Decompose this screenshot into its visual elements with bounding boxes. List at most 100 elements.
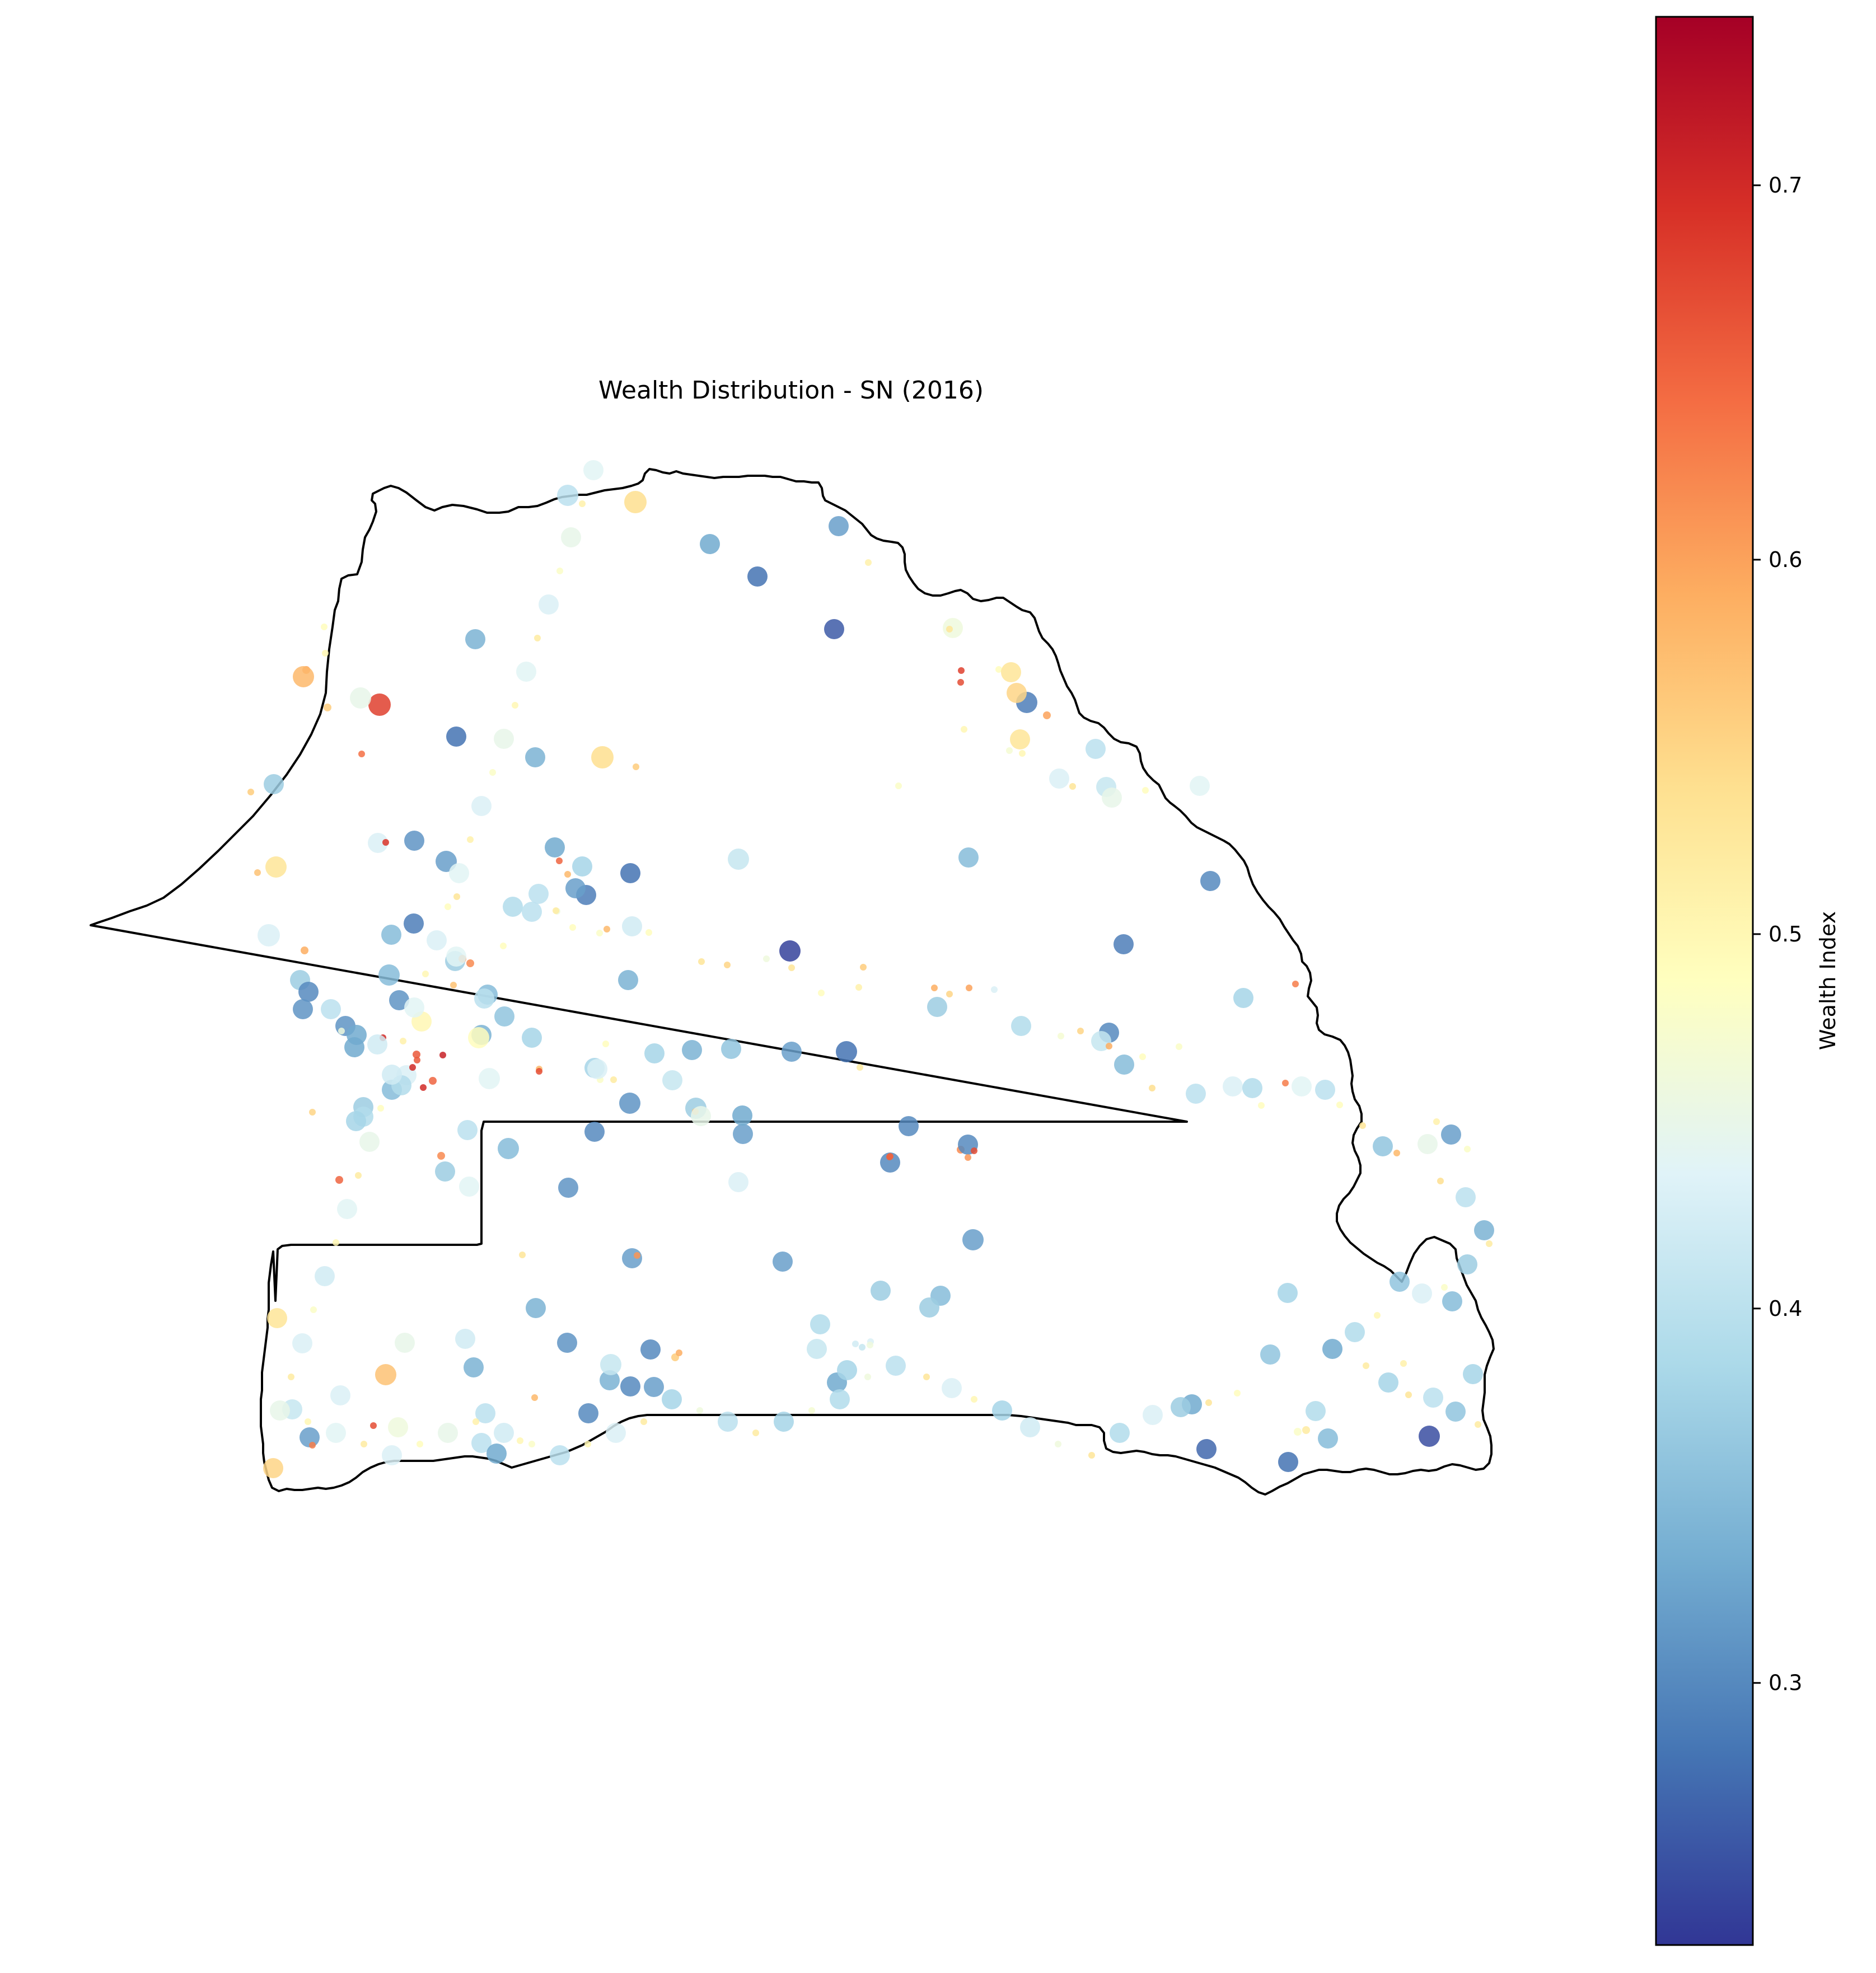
wealth-point bbox=[1142, 787, 1149, 794]
wealth-point bbox=[300, 1427, 320, 1447]
wealth-point bbox=[333, 1239, 339, 1246]
wealth-point bbox=[457, 1120, 478, 1140]
wealth-point bbox=[860, 964, 867, 971]
wealth-point bbox=[468, 1027, 489, 1048]
wealth-point bbox=[1322, 1339, 1342, 1359]
wealth-point bbox=[808, 1407, 815, 1414]
wealth-point bbox=[1437, 1178, 1444, 1184]
wealth-point bbox=[344, 1037, 364, 1057]
wealth-point bbox=[1110, 1423, 1130, 1443]
wealth-point bbox=[435, 1161, 455, 1182]
wealth-point bbox=[733, 1124, 753, 1144]
wealth-point bbox=[545, 837, 565, 857]
wealth-point bbox=[830, 1389, 850, 1409]
wealth-point bbox=[942, 1378, 962, 1398]
wealth-point bbox=[453, 893, 460, 900]
wealth-point bbox=[382, 1445, 402, 1465]
wealth-point bbox=[1441, 1124, 1461, 1145]
wealth-point bbox=[587, 1059, 607, 1079]
wealth-point bbox=[682, 1040, 702, 1060]
wealth-point bbox=[1412, 1283, 1432, 1304]
wealth-point bbox=[310, 1306, 317, 1313]
wealth-point bbox=[971, 1396, 977, 1403]
wealth-point bbox=[1258, 1102, 1265, 1109]
wealth-point bbox=[404, 831, 424, 851]
wealth-point bbox=[1077, 1028, 1084, 1034]
wealth-point bbox=[1139, 1053, 1146, 1060]
wealth-point bbox=[557, 485, 578, 506]
wealth-point bbox=[525, 747, 545, 767]
wealth-point bbox=[337, 1199, 357, 1219]
wealth-point bbox=[591, 746, 614, 768]
wealth-point bbox=[1234, 1390, 1241, 1396]
wealth-point bbox=[782, 1042, 802, 1062]
wealth-point bbox=[662, 1389, 682, 1409]
wealth-point bbox=[859, 1344, 866, 1351]
wealth-point bbox=[958, 847, 979, 868]
wealth-point bbox=[1292, 981, 1299, 987]
wealth-point bbox=[1020, 1417, 1040, 1437]
wealth-point bbox=[1442, 1291, 1462, 1311]
wealth-point bbox=[600, 1370, 620, 1390]
wealth-point bbox=[1223, 1076, 1243, 1096]
wealth-point bbox=[1176, 1043, 1182, 1050]
wealth-point bbox=[471, 796, 492, 816]
wealth-point bbox=[569, 924, 576, 931]
wealth-point bbox=[867, 1342, 873, 1348]
wealth-point bbox=[326, 1423, 346, 1443]
wealth-point bbox=[298, 982, 319, 1002]
wealth-point bbox=[437, 1152, 445, 1160]
wealth-point bbox=[957, 679, 964, 686]
wealth-point bbox=[992, 1400, 1012, 1421]
wealth-point bbox=[370, 1422, 377, 1429]
wealth-points bbox=[247, 460, 1494, 1478]
wealth-point bbox=[471, 1433, 492, 1453]
wealth-point bbox=[1292, 1076, 1312, 1096]
wealth-point bbox=[1233, 988, 1253, 1008]
wealth-point bbox=[1336, 1102, 1343, 1108]
wealth-point bbox=[1043, 711, 1051, 719]
wealth-point bbox=[315, 1266, 335, 1286]
wealth-point bbox=[472, 1418, 479, 1425]
wealth-point bbox=[465, 629, 485, 649]
wealth-point bbox=[1419, 1426, 1440, 1447]
wealth-point bbox=[517, 1437, 523, 1444]
wealth-point bbox=[810, 1314, 830, 1334]
wealth-point bbox=[1359, 1122, 1366, 1129]
wealth-point bbox=[1445, 1402, 1466, 1422]
wealth-point bbox=[1405, 1391, 1412, 1398]
wealth-point bbox=[1049, 768, 1069, 789]
wealth-point bbox=[474, 988, 494, 1009]
wealth-point bbox=[1055, 1441, 1061, 1447]
wealth-point bbox=[1088, 1452, 1095, 1459]
wealth-point bbox=[1464, 1146, 1471, 1152]
wealth-point bbox=[836, 1041, 857, 1062]
wealth-point bbox=[519, 1252, 526, 1258]
wealth-point bbox=[528, 1441, 535, 1447]
wealth-point bbox=[829, 516, 849, 536]
wealth-point bbox=[1282, 1080, 1289, 1086]
wealth-point bbox=[584, 1122, 605, 1142]
wealth-point bbox=[634, 1252, 640, 1259]
wealth-point bbox=[965, 1154, 971, 1161]
wealth-point bbox=[556, 857, 563, 864]
wealth-point bbox=[1069, 783, 1076, 790]
colorbar-tick-label: 0.5 bbox=[1769, 922, 1802, 946]
wealth-point bbox=[1463, 1364, 1483, 1384]
wealth-point bbox=[923, 1374, 930, 1380]
wealth-point bbox=[1278, 1283, 1298, 1303]
wealth-point bbox=[946, 626, 953, 632]
wealth-point bbox=[417, 1441, 423, 1447]
wealth-point bbox=[375, 1364, 396, 1385]
wealth-point bbox=[640, 1418, 647, 1425]
wealth-point bbox=[479, 1068, 500, 1089]
wealth-point bbox=[961, 726, 967, 733]
wealth-point bbox=[498, 1138, 519, 1159]
wealth-point bbox=[871, 1281, 891, 1301]
wealth-point bbox=[728, 1172, 748, 1192]
wealth-point bbox=[305, 1418, 311, 1425]
wealth-point bbox=[494, 1006, 514, 1027]
wealth-point bbox=[561, 527, 581, 547]
wealth-point bbox=[698, 958, 705, 965]
wealth-point bbox=[1393, 1150, 1400, 1156]
